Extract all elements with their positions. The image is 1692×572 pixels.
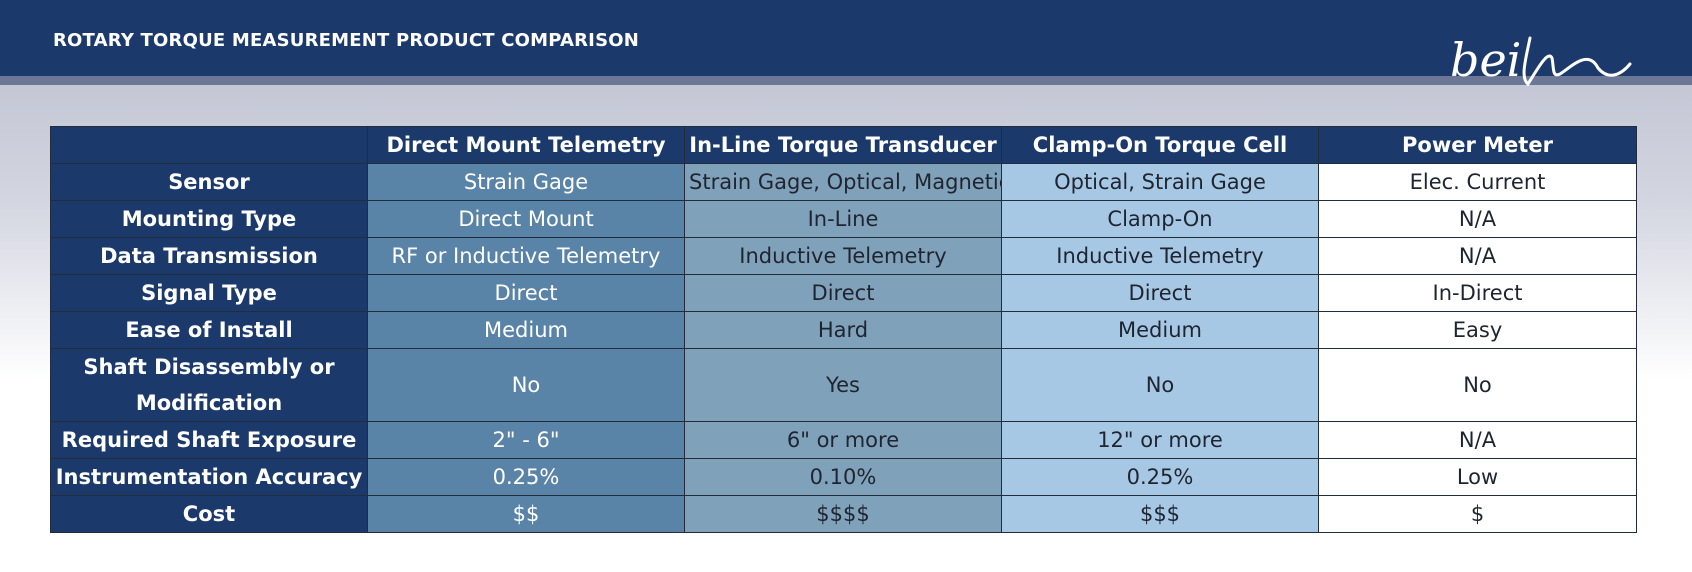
table-cell: N/A <box>1318 421 1637 459</box>
table-row: Shaft Disassembly or Modification No Yes… <box>50 348 1637 422</box>
table-row: Cost $$ $$$$ $$$ $ <box>50 495 1637 533</box>
table-cell: N/A <box>1318 200 1637 238</box>
table-cell: $$$$ <box>684 495 1002 533</box>
table-cell: Easy <box>1318 311 1637 349</box>
row-label: Cost <box>50 495 368 533</box>
table-cell: Elec. Current <box>1318 163 1637 201</box>
table-cell: Yes <box>684 348 1002 422</box>
table-cell: In-Line <box>684 200 1002 238</box>
table-cell: Strain Gage <box>367 163 685 201</box>
table-cell: No <box>367 348 685 422</box>
table-cell: Direct <box>684 274 1002 312</box>
table-cell: Hard <box>684 311 1002 349</box>
table-cell: $$ <box>367 495 685 533</box>
table-cell: 0.25% <box>367 458 685 496</box>
table-cell: Strain Gage, Optical, Magnetic <box>684 163 1002 201</box>
table-cell: Inductive Telemetry <box>1001 237 1319 275</box>
table-header-row: Direct Mount Telemetry In-Line Torque Tr… <box>50 126 1637 164</box>
table-cell: Inductive Telemetry <box>684 237 1002 275</box>
corner-cell <box>50 126 368 164</box>
table-row: Ease of Install Medium Hard Medium Easy <box>50 311 1637 349</box>
table-row: Required Shaft Exposure 2" - 6" 6" or mo… <box>50 421 1637 459</box>
table-cell: $$$ <box>1001 495 1319 533</box>
table-cell: 0.25% <box>1001 458 1319 496</box>
row-label: Shaft Disassembly or Modification <box>50 348 368 422</box>
header-stripe <box>0 76 1692 85</box>
table-cell: No <box>1318 348 1637 422</box>
page-title: ROTARY TORQUE MEASUREMENT PRODUCT COMPAR… <box>53 30 640 51</box>
row-label: Ease of Install <box>50 311 368 349</box>
comparison-table: Direct Mount Telemetry In-Line Torque Tr… <box>50 126 1637 533</box>
column-header-direct-mount-telemetry: Direct Mount Telemetry <box>367 126 685 164</box>
table-row: Sensor Strain Gage Strain Gage, Optical,… <box>50 163 1637 201</box>
table-cell: Direct <box>367 274 685 312</box>
table-cell: 2" - 6" <box>367 421 685 459</box>
table-cell: N/A <box>1318 237 1637 275</box>
row-label: Data Transmission <box>50 237 368 275</box>
table-cell: In-Direct <box>1318 274 1637 312</box>
table-cell: 6" or more <box>684 421 1002 459</box>
column-header-power-meter: Power Meter <box>1318 126 1637 164</box>
table-cell: Optical, Strain Gage <box>1001 163 1319 201</box>
table-cell: Direct Mount <box>367 200 685 238</box>
row-label: Mounting Type <box>50 200 368 238</box>
column-header-in-line-torque-transducer: In-Line Torque Transducer <box>684 126 1002 164</box>
table-row: Signal Type Direct Direct Direct In-Dire… <box>50 274 1637 312</box>
header-bar <box>0 0 1692 76</box>
logo-text: bei <box>1450 33 1521 87</box>
table-cell: Direct <box>1001 274 1319 312</box>
table-cell: 12" or more <box>1001 421 1319 459</box>
table-cell: Low <box>1318 458 1637 496</box>
table-cell: Medium <box>1001 311 1319 349</box>
table-row: Data Transmission RF or Inductive Teleme… <box>50 237 1637 275</box>
column-header-clamp-on-torque-cell: Clamp-On Torque Cell <box>1001 126 1319 164</box>
row-label: Signal Type <box>50 274 368 312</box>
row-label: Sensor <box>50 163 368 201</box>
table-cell: Clamp-On <box>1001 200 1319 238</box>
table-cell: RF or Inductive Telemetry <box>367 237 685 275</box>
row-label: Required Shaft Exposure <box>50 421 368 459</box>
bei-logo: bei <box>1450 33 1632 87</box>
row-label: Instrumentation Accuracy <box>50 458 368 496</box>
table-cell: $ <box>1318 495 1637 533</box>
table-cell: No <box>1001 348 1319 422</box>
table-cell: Medium <box>367 311 685 349</box>
table-row: Instrumentation Accuracy 0.25% 0.10% 0.2… <box>50 458 1637 496</box>
table-cell: 0.10% <box>684 458 1002 496</box>
table-row: Mounting Type Direct Mount In-Line Clamp… <box>50 200 1637 238</box>
